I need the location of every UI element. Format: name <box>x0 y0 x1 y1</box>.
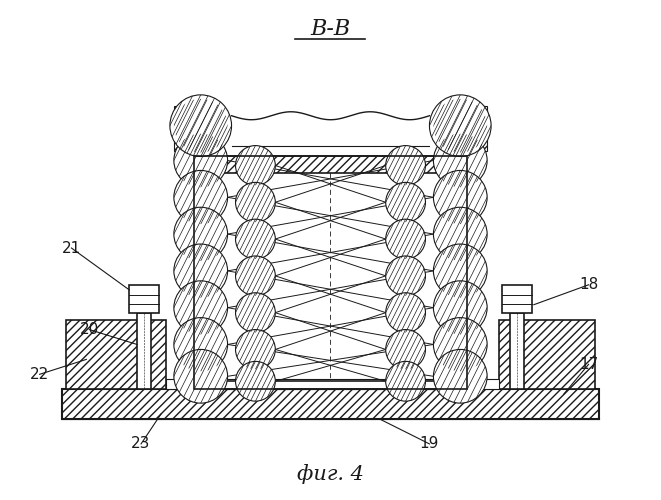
Circle shape <box>235 256 276 296</box>
Circle shape <box>434 350 487 403</box>
Bar <box>137 312 151 389</box>
Bar <box>129 285 159 312</box>
Circle shape <box>434 134 487 188</box>
Circle shape <box>385 182 426 222</box>
Bar <box>194 156 212 389</box>
Text: фиг. 4: фиг. 4 <box>297 464 364 484</box>
Bar <box>499 320 594 389</box>
Bar <box>67 320 166 389</box>
Text: 23: 23 <box>132 436 151 452</box>
Bar <box>449 156 467 389</box>
Circle shape <box>434 244 487 298</box>
Circle shape <box>385 146 426 186</box>
Text: 19: 19 <box>420 436 439 452</box>
Circle shape <box>385 362 426 401</box>
Circle shape <box>430 95 491 156</box>
Circle shape <box>174 281 227 334</box>
Circle shape <box>235 330 276 370</box>
Bar <box>194 156 467 174</box>
Text: В-В: В-В <box>310 18 350 40</box>
Circle shape <box>174 350 227 403</box>
Circle shape <box>235 219 276 259</box>
Bar <box>194 156 212 389</box>
Circle shape <box>174 318 227 372</box>
Bar <box>194 382 467 389</box>
Circle shape <box>174 244 227 298</box>
Text: 21: 21 <box>62 240 81 256</box>
Circle shape <box>434 99 487 152</box>
Bar <box>174 106 194 150</box>
Bar <box>467 106 487 150</box>
Bar <box>502 285 532 312</box>
Circle shape <box>235 293 276 333</box>
Circle shape <box>434 170 487 224</box>
Circle shape <box>235 182 276 222</box>
Text: 18: 18 <box>579 278 598 292</box>
Bar <box>194 156 467 389</box>
Circle shape <box>174 134 227 188</box>
Bar <box>194 156 467 174</box>
Bar <box>449 156 467 389</box>
Bar <box>166 380 499 389</box>
Circle shape <box>385 293 426 333</box>
Circle shape <box>385 256 426 296</box>
Circle shape <box>434 318 487 372</box>
Bar <box>61 389 600 419</box>
Circle shape <box>434 207 487 261</box>
Circle shape <box>385 219 426 259</box>
Bar <box>510 312 524 389</box>
Circle shape <box>235 362 276 401</box>
Bar <box>499 320 594 389</box>
Circle shape <box>434 281 487 334</box>
Text: 20: 20 <box>80 322 99 337</box>
Text: 22: 22 <box>30 367 50 382</box>
Circle shape <box>170 95 231 156</box>
Text: 17: 17 <box>579 357 598 372</box>
Circle shape <box>385 330 426 370</box>
Circle shape <box>174 99 227 152</box>
Bar <box>67 320 166 389</box>
Bar <box>467 106 487 150</box>
Circle shape <box>235 146 276 186</box>
Circle shape <box>174 207 227 261</box>
Bar <box>174 106 194 150</box>
Bar <box>61 389 600 419</box>
Circle shape <box>174 170 227 224</box>
